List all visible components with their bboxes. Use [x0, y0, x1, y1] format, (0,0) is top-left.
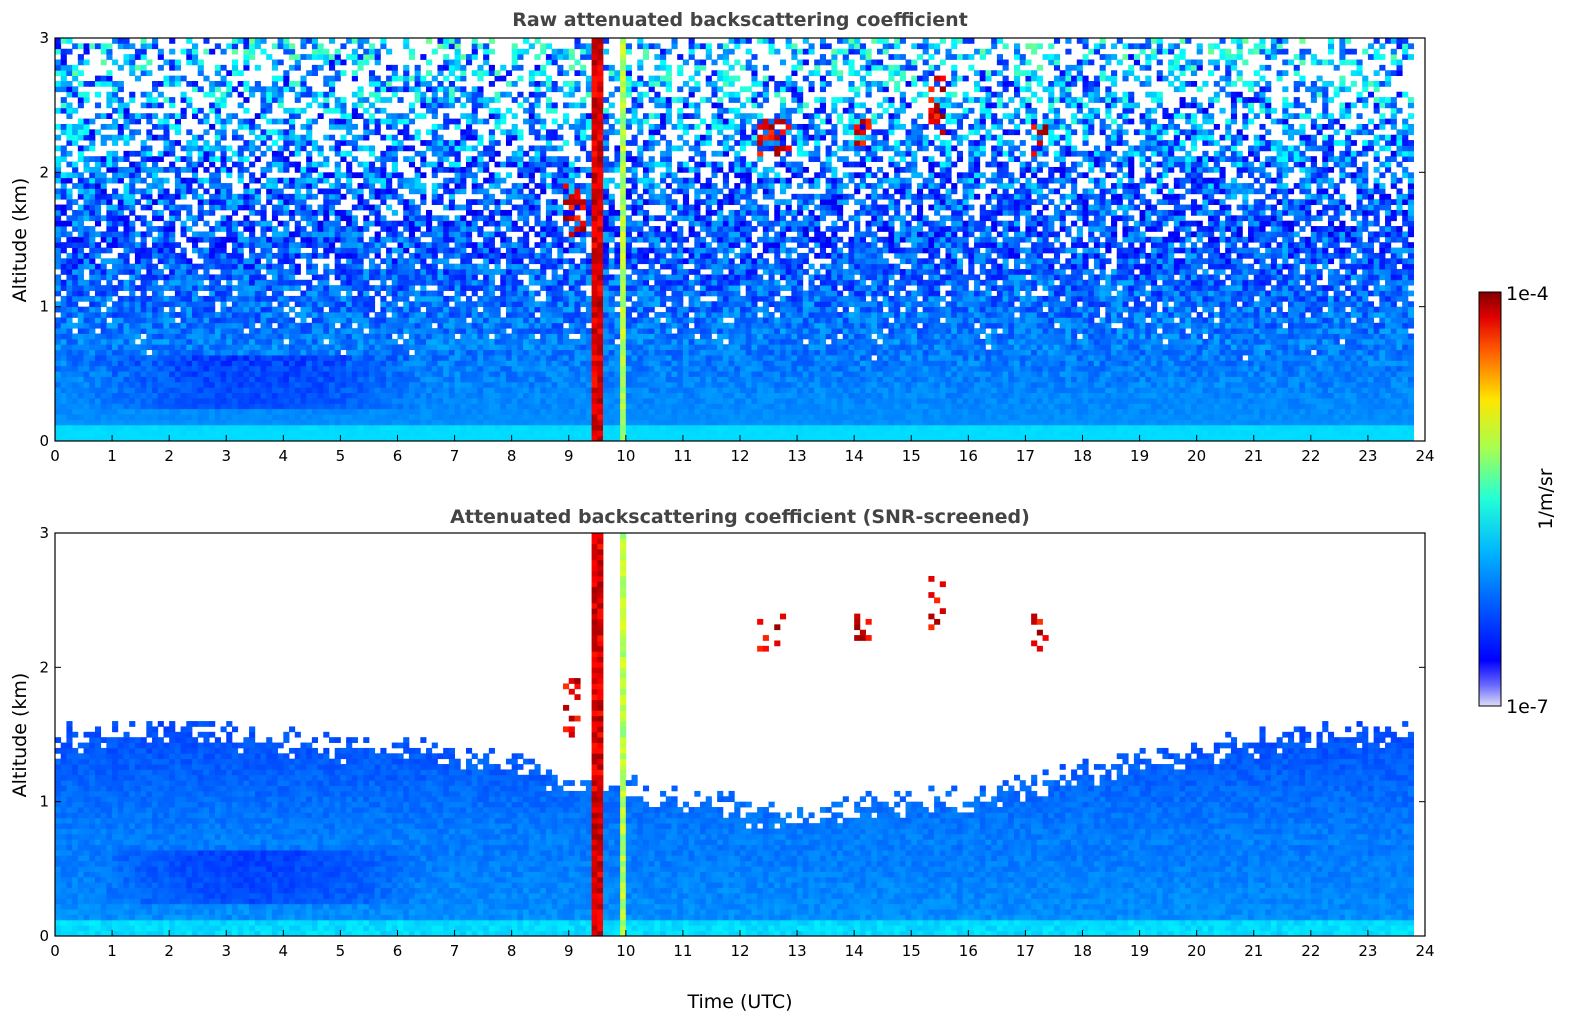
- x-tick-label: 2: [164, 942, 174, 960]
- x-tick-label: 17: [1016, 942, 1035, 960]
- y-tick-label: 2: [39, 658, 49, 676]
- x-tick-label: 9: [564, 942, 574, 960]
- x-tick-label: 15: [902, 942, 921, 960]
- x-tick-label: 5: [336, 447, 346, 465]
- x-tick-label: 18: [1073, 942, 1092, 960]
- y-tick-label: 0: [39, 432, 49, 450]
- x-tick-label: 8: [507, 942, 517, 960]
- x-tick-label: 7: [450, 942, 460, 960]
- x-tick-label: 12: [730, 447, 749, 465]
- colorbar-min-label: 1e-7: [1506, 696, 1549, 718]
- panel-screened-title: Attenuated backscattering coefficient (S…: [450, 506, 1030, 528]
- panel-raw-title: Raw attenuated backscattering coefficien…: [512, 9, 968, 31]
- y-axis-label-screened: Altitude (km): [9, 673, 31, 798]
- x-tick-label: 7: [450, 447, 460, 465]
- x-tick-label: 0: [50, 447, 60, 465]
- x-tick-label: 20: [1187, 942, 1206, 960]
- x-tick-label: 4: [279, 447, 289, 465]
- x-tick-label: 6: [393, 942, 403, 960]
- heatmap-screened: [55, 533, 1414, 937]
- y-tick-label: 2: [39, 163, 49, 181]
- x-tick-label: 16: [959, 447, 978, 465]
- y-axis-label-raw: Altitude (km): [9, 178, 31, 303]
- y-axis-raw: 0 1 2 3: [39, 29, 1425, 450]
- y-tick-label: 3: [39, 29, 49, 47]
- x-tick-label: 24: [1415, 942, 1434, 960]
- x-tick-label: 8: [507, 447, 517, 465]
- x-tick-label: 17: [1016, 447, 1035, 465]
- x-tick-label: 9: [564, 447, 574, 465]
- y-tick-label: 1: [39, 793, 49, 811]
- x-axis-raw: 0 1 2 3 4 5 6 7 8 9 10 11 12 13 14 15 16 17 18 19 20 21 22 23 24: [50, 435, 1435, 465]
- x-tick-label: 19: [1130, 447, 1149, 465]
- x-tick-label: 16: [959, 942, 978, 960]
- x-tick-label: 3: [221, 942, 231, 960]
- y-tick-label: 3: [39, 524, 49, 542]
- panel-raw: Raw attenuated backscattering coefficien…: [9, 9, 1435, 465]
- x-tick-label: 24: [1415, 447, 1434, 465]
- x-tick-label: 23: [1358, 447, 1377, 465]
- x-tick-label: 1: [107, 447, 117, 465]
- x-tick-label: 21: [1244, 447, 1263, 465]
- x-tick-label: 23: [1358, 942, 1377, 960]
- x-tick-label: 13: [788, 447, 807, 465]
- x-tick-label: 10: [616, 942, 635, 960]
- x-tick-label: 10: [616, 447, 635, 465]
- x-tick-label: 13: [788, 942, 807, 960]
- x-tick-label: 1: [107, 942, 117, 960]
- colorbar-unit-label: 1/m/sr: [1535, 468, 1557, 529]
- x-tick-label: 14: [845, 447, 864, 465]
- x-tick-label: 14: [845, 942, 864, 960]
- x-axis-label: Time (UTC): [686, 991, 792, 1013]
- x-tick-label: 4: [279, 942, 289, 960]
- y-axis-screened: 0 1 2 3: [39, 524, 1425, 945]
- x-tick-label: 18: [1073, 447, 1092, 465]
- x-tick-label: 11: [673, 942, 692, 960]
- x-tick-label: 15: [902, 447, 921, 465]
- x-tick-label: 6: [393, 447, 403, 465]
- panel-screened: Attenuated backscattering coefficient (S…: [9, 506, 1435, 1013]
- x-tick-label: 0: [50, 942, 60, 960]
- heatmap-raw: [55, 38, 1414, 442]
- x-tick-label: 2: [164, 447, 174, 465]
- x-axis-screened: 0 1 2 3 4 5 6 7 8 9 10 11 12 13 14 15 16 17 18 19 20 21 22 23 24: [50, 930, 1435, 960]
- colorbar-max-label: 1e-4: [1506, 283, 1549, 305]
- colorbar-gradient: [1478, 291, 1502, 707]
- x-tick-label: 22: [1301, 942, 1320, 960]
- y-tick-label: 1: [39, 298, 49, 316]
- x-tick-label: 5: [336, 942, 346, 960]
- x-tick-label: 11: [673, 447, 692, 465]
- x-tick-label: 19: [1130, 942, 1149, 960]
- x-tick-label: 21: [1244, 942, 1263, 960]
- x-tick-label: 22: [1301, 447, 1320, 465]
- x-tick-label: 12: [730, 942, 749, 960]
- colorbar: 1e-4 1e-7 1/m/sr: [1478, 283, 1557, 718]
- x-tick-label: 20: [1187, 447, 1206, 465]
- y-tick-label: 0: [39, 927, 49, 945]
- x-tick-label: 3: [221, 447, 231, 465]
